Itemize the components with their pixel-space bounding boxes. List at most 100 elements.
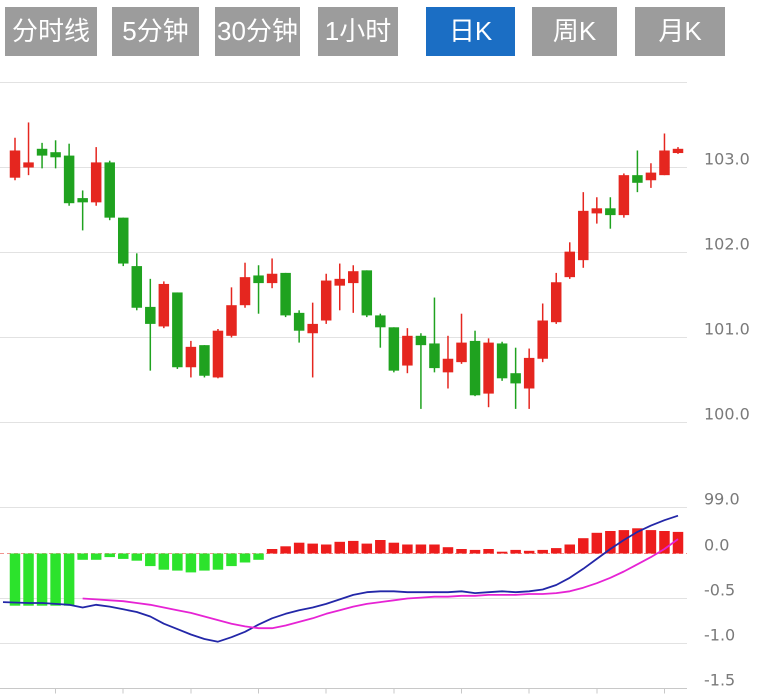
candle-body <box>564 251 576 278</box>
candle-body <box>50 152 61 158</box>
candle-body <box>415 335 427 346</box>
macd-bar <box>672 531 684 554</box>
candle-body <box>348 271 359 284</box>
macd-bar <box>632 528 643 554</box>
candle-body <box>23 162 34 168</box>
candle-body <box>104 162 115 218</box>
candle-body <box>469 340 481 396</box>
macd-bar <box>537 549 548 554</box>
macd-bar <box>361 543 373 554</box>
candle-body <box>293 312 305 331</box>
candle-body <box>199 345 210 376</box>
macd-bar <box>659 531 670 554</box>
candle-body <box>605 208 616 216</box>
macd-bar <box>307 543 318 554</box>
macd-bar <box>266 549 278 554</box>
macd-bar <box>402 544 413 554</box>
candle-body <box>645 172 657 181</box>
candle-body <box>185 346 197 368</box>
tab-30min[interactable]: 30分钟 <box>215 7 300 56</box>
tab-weekly-k[interactable]: 周K <box>532 7 617 56</box>
macd-bar <box>442 547 454 554</box>
candle-body <box>280 272 291 316</box>
candle-body <box>226 305 237 336</box>
tab-1hour[interactable]: 1小时 <box>318 7 398 56</box>
macd-bar <box>253 553 264 560</box>
macd-bar <box>23 553 34 606</box>
macd-bar <box>104 553 115 558</box>
candle-body <box>9 150 21 178</box>
candle-body <box>145 306 156 324</box>
y-axis-label: 102.0 <box>704 235 750 254</box>
candle-body <box>483 342 494 394</box>
candle-body <box>429 343 440 369</box>
macd-bar <box>90 553 102 560</box>
macd-bar <box>618 530 630 554</box>
macd-bar <box>293 542 305 554</box>
macd-histogram <box>9 528 684 606</box>
candle-body <box>36 148 48 156</box>
candle-body <box>90 162 102 203</box>
candle-body <box>266 273 278 284</box>
y-axis-label: -0.5 <box>704 581 735 600</box>
candle-body <box>618 175 630 216</box>
macd-bar <box>226 553 237 567</box>
macd-bar <box>415 544 427 554</box>
candle-body <box>158 283 170 327</box>
macd-bar <box>483 549 494 554</box>
macd-bar <box>50 553 61 606</box>
candle-body <box>672 148 684 154</box>
macd-bar <box>550 548 562 554</box>
dif-line <box>2 514 679 643</box>
macd-bar <box>388 542 400 554</box>
tab-5min[interactable]: 5分钟 <box>112 7 199 56</box>
candle-body <box>550 282 562 323</box>
y-axis-label: 103.0 <box>704 150 750 169</box>
macd-bar <box>63 553 75 606</box>
candle-body <box>388 327 400 371</box>
macd-bar <box>510 549 521 554</box>
candle-body <box>212 330 224 378</box>
macd-bar <box>9 553 21 606</box>
macd-bar <box>348 540 359 554</box>
macd-bar <box>429 544 440 554</box>
macd-bar <box>145 553 156 567</box>
macd-bar <box>280 546 291 554</box>
candle-body <box>117 217 129 264</box>
macd-bar <box>199 553 210 571</box>
y-axis-label: -1.5 <box>704 671 735 690</box>
macd-bar <box>578 538 589 554</box>
macd-bar <box>77 553 88 560</box>
candle-body <box>307 323 318 334</box>
macd-bar <box>334 541 345 554</box>
tab-monthly-k[interactable]: 月K <box>635 7 725 56</box>
candle-body <box>131 266 143 308</box>
candle-body <box>320 280 332 321</box>
macd-bar <box>523 550 535 554</box>
macd-bar <box>185 553 197 573</box>
candle-body <box>361 270 373 316</box>
macd-bar <box>645 530 657 554</box>
macd-bar <box>591 532 603 554</box>
grid-lines <box>0 82 687 694</box>
macd-bar <box>172 553 183 571</box>
candle-body <box>456 342 467 363</box>
axis-labels: 103.0 102.0 101.0 100.0 99.0 0.0 -0.5 -1.0 -1.5 <box>704 150 750 690</box>
y-axis-label: 100.0 <box>704 405 750 424</box>
macd-bar <box>320 544 332 554</box>
tab-timeline[interactable]: 分时线 <box>5 7 97 56</box>
macd-bar <box>212 553 224 570</box>
dea-line <box>82 538 679 630</box>
y-axis-label: 101.0 <box>704 320 750 339</box>
candle-body <box>375 315 386 328</box>
candle-body <box>402 335 413 366</box>
tab-daily-k[interactable]: 日K <box>426 7 515 56</box>
macd-bar <box>131 553 143 561</box>
candle-body <box>632 175 643 183</box>
macd-bar <box>375 540 386 554</box>
candle-body <box>496 343 508 379</box>
y-axis-label: -1.0 <box>704 626 735 645</box>
candle-body <box>510 373 521 384</box>
macd-bar <box>456 549 467 554</box>
